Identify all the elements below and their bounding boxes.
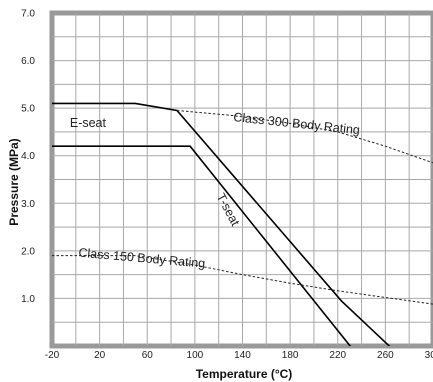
x-tick-label: 140 <box>234 350 251 361</box>
y-tick-label: 1.0 <box>21 294 35 305</box>
y-tick-label: 4.0 <box>21 151 35 162</box>
y-tick-label: 6.0 <box>21 56 35 67</box>
y-axis-title: Pressure (MPa) <box>7 138 21 225</box>
series-line-t-seat <box>52 145 352 346</box>
grid <box>52 13 433 346</box>
x-tick-label: 260 <box>377 350 394 361</box>
series-line-class-150-body-rating <box>52 255 433 305</box>
x-tick-label: 100 <box>187 350 204 361</box>
x-tick-label: -20 <box>45 350 60 361</box>
x-tick-label: 220 <box>329 350 346 361</box>
series-line-class-300-body-rating <box>176 110 433 164</box>
x-tick-label: 20 <box>94 350 106 361</box>
x-tick-labels: -20 20 60 100 140 180 220 260 300 <box>45 350 433 361</box>
y-tick-label: 3.0 <box>21 199 35 210</box>
y-tick-label: 7.0 <box>21 9 35 20</box>
x-tick-label: 300 <box>425 350 433 361</box>
x-tick-label: 180 <box>282 350 299 361</box>
x-axis-title: Temperature (°C) <box>196 367 293 381</box>
y-tick-labels: 1.0 2.0 3.0 4.0 5.0 6.0 7.0 <box>21 9 35 305</box>
x-tick-label: 60 <box>142 350 154 361</box>
y-tick-label: 5.0 <box>21 104 35 115</box>
series-layer <box>52 102 433 346</box>
annotation-label: E-seat <box>70 116 107 130</box>
y-tick-label: 2.0 <box>21 246 35 257</box>
